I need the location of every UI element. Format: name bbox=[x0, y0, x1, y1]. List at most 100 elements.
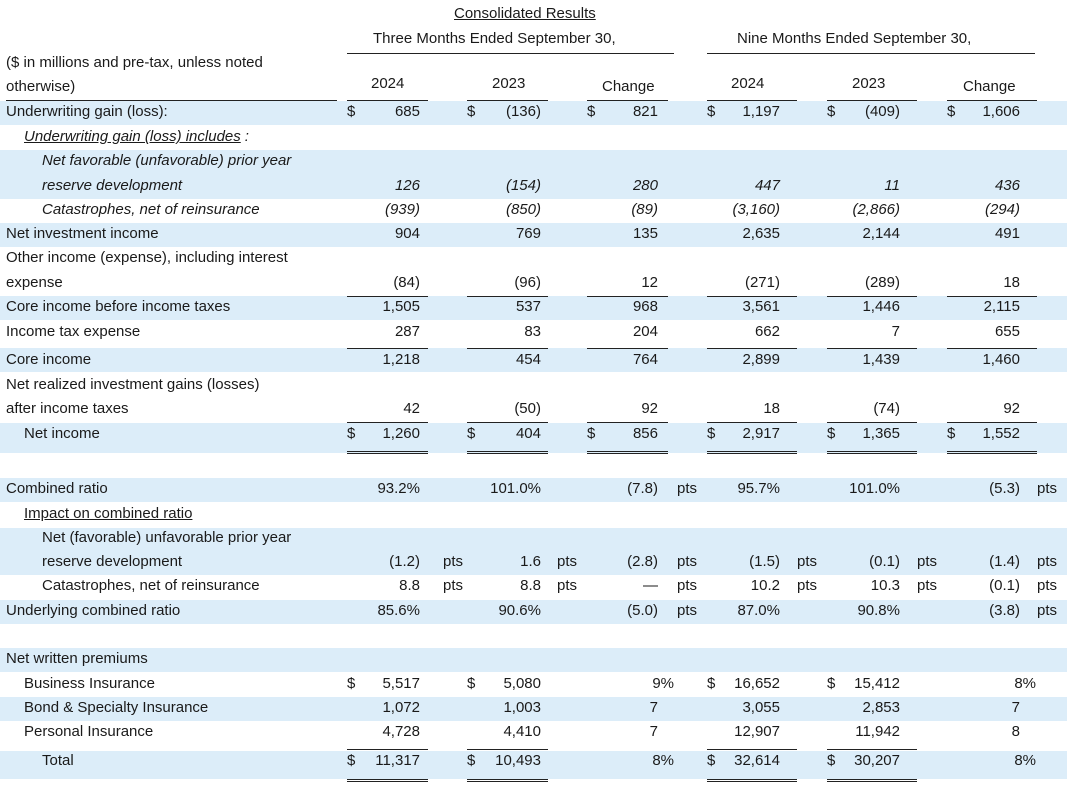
ratio_rows-label: Catastrophes, net of reinsurance bbox=[42, 577, 260, 594]
rule-before-net-income bbox=[947, 422, 1037, 423]
rule-net-income-double-b bbox=[827, 453, 917, 454]
premium_rows-cell: 1,072 bbox=[382, 699, 420, 716]
col-2024-three: 2024 bbox=[371, 75, 405, 92]
rows-label: Underwriting gain (loss): bbox=[6, 103, 168, 120]
rule-net-income-double-b bbox=[587, 453, 668, 454]
rows-cell: 1,197 bbox=[742, 103, 780, 120]
label-suffix: : bbox=[244, 128, 249, 145]
rule-col4 bbox=[707, 100, 797, 101]
rows-cell: 2,917 bbox=[742, 425, 780, 442]
rows-cell: 7 bbox=[891, 323, 900, 340]
rows-cell: 1,365 bbox=[862, 425, 900, 442]
rows-cell: 11 bbox=[884, 177, 900, 194]
rule-before-core-pretax bbox=[467, 296, 548, 297]
rows-label: Catastrophes, net of reinsurance bbox=[42, 201, 260, 218]
ratio_rows-cell: (7.8) bbox=[627, 480, 658, 497]
rows-cell: (294) bbox=[984, 201, 1020, 218]
rule-col6 bbox=[947, 100, 1037, 101]
rows-cell: 1,446 bbox=[862, 298, 900, 315]
rows-cell: 92 bbox=[1003, 400, 1020, 417]
rule-before-net-income bbox=[827, 422, 917, 423]
rows-cell: 436 bbox=[994, 177, 1020, 194]
rows-cell: (136) bbox=[505, 103, 541, 120]
rows-cell: (939) bbox=[384, 201, 420, 218]
rule-total-double-b bbox=[467, 781, 548, 782]
rows-cell: 821 bbox=[632, 103, 658, 120]
premium_rows-cell: 15,412 bbox=[854, 675, 900, 692]
rows-cell: 685 bbox=[394, 103, 420, 120]
premium_rows-cell: 5,517 bbox=[382, 675, 420, 692]
dollar-sign: $ bbox=[347, 103, 356, 120]
dollar-sign: $ bbox=[827, 675, 836, 692]
rule-net-income-double-a bbox=[347, 451, 428, 452]
rows-cell: 204 bbox=[632, 323, 658, 340]
rows-cell: 2,144 bbox=[862, 225, 900, 242]
rule-before-net-income bbox=[707, 422, 797, 423]
rows-label: Underwriting gain (loss) includes: bbox=[24, 128, 249, 145]
shade-combined-ratio bbox=[0, 478, 1067, 502]
rows-cell: 2,899 bbox=[742, 351, 780, 368]
premium_rows-cell: 3,055 bbox=[742, 699, 780, 716]
rows-label: Core income bbox=[6, 351, 92, 368]
premium_rows-label: Personal Insurance bbox=[24, 723, 154, 740]
rows-cell: 135 bbox=[632, 225, 658, 242]
rows-label: Net realized investment gains (losses) bbox=[6, 376, 260, 393]
header-note-line2: otherwise) bbox=[6, 78, 76, 95]
premium_rows-cell: 4,410 bbox=[503, 723, 541, 740]
dollar-sign: $ bbox=[467, 675, 476, 692]
col-change-three: Change bbox=[602, 78, 655, 95]
rule-total-double-b bbox=[347, 781, 428, 782]
rule-nine-months bbox=[707, 53, 1035, 54]
premium_rows-cell: 11,942 bbox=[855, 723, 900, 740]
ratio_rows-cell: 8.8 bbox=[399, 577, 420, 594]
ratio_rows-cell: 93.2% bbox=[377, 480, 420, 497]
rows-cell: 92 bbox=[641, 400, 658, 417]
ratio_rows-cell: 90.8% bbox=[857, 602, 900, 619]
premium_rows-cell: 7 bbox=[1011, 699, 1020, 716]
rule-total-double-b bbox=[827, 781, 917, 782]
premium_rows-cell: 8% bbox=[1014, 675, 1036, 692]
rows-cell: 280 bbox=[632, 177, 658, 194]
rule-before-core-income bbox=[827, 348, 917, 349]
pts-unit: pts bbox=[797, 577, 818, 594]
dollar-sign: $ bbox=[947, 103, 956, 120]
rows-cell: (50) bbox=[514, 400, 541, 417]
rule-label-col bbox=[6, 100, 337, 101]
dollar-sign: $ bbox=[827, 103, 836, 120]
rows-cell: (3,160) bbox=[732, 201, 780, 218]
rows-cell: (74) bbox=[873, 400, 900, 417]
header-note-line1: ($ in millions and pre-tax, unless noted bbox=[6, 54, 263, 71]
pts-unit: pts bbox=[677, 553, 698, 570]
rows-cell: (409) bbox=[864, 103, 900, 120]
rule-col5 bbox=[827, 100, 917, 101]
dollar-sign: $ bbox=[347, 675, 356, 692]
rows-cell: (850) bbox=[505, 201, 541, 218]
shade-underwriting bbox=[0, 101, 1067, 125]
rows-cell: 2,635 bbox=[742, 225, 780, 242]
pts-unit: pts bbox=[1037, 553, 1058, 570]
ratio_rows-cell: 8.8 bbox=[520, 577, 541, 594]
dollar-sign: $ bbox=[707, 425, 716, 442]
ratio_rows-cell: 90.6% bbox=[498, 602, 541, 619]
table-title: Consolidated Results bbox=[454, 5, 596, 22]
rows-cell: 1,439 bbox=[862, 351, 900, 368]
rows-label: reserve development bbox=[42, 177, 183, 194]
rule-total-double-a bbox=[467, 779, 548, 780]
ratio_rows-cell: 101.0% bbox=[490, 480, 541, 497]
rows-cell: 287 bbox=[394, 323, 420, 340]
rows-cell: 491 bbox=[994, 225, 1020, 242]
rows-cell: 655 bbox=[994, 323, 1020, 340]
shade-net-income bbox=[0, 423, 1067, 453]
rows-cell: 662 bbox=[754, 323, 780, 340]
ratio_rows-cell: 87.0% bbox=[737, 602, 780, 619]
premium_rows-cell: 8% bbox=[652, 752, 674, 769]
shade-net-favorable bbox=[0, 150, 1067, 199]
pts-unit: pts bbox=[797, 553, 818, 570]
rows-cell: 126 bbox=[394, 177, 420, 194]
rule-before-total bbox=[827, 749, 917, 750]
rows-cell: 18 bbox=[1003, 274, 1020, 291]
ratio_rows-cell: (0.1) bbox=[989, 577, 1020, 594]
dollar-sign: $ bbox=[467, 425, 476, 442]
rule-net-income-double-b bbox=[707, 453, 797, 454]
premium_rows-cell: 7 bbox=[649, 723, 658, 740]
